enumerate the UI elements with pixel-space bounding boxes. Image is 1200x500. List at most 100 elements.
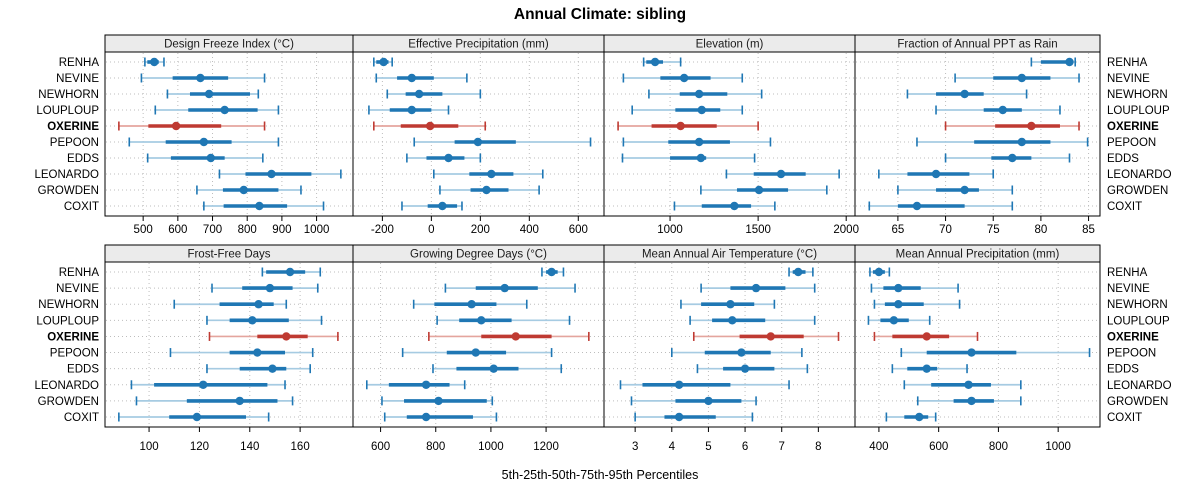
median-dot	[150, 57, 159, 67]
axis-tick-label: 400	[869, 441, 888, 453]
site-label-left-leonardo: LEONARDO	[34, 169, 99, 181]
percentile-row-nevine	[870, 283, 959, 293]
site-label-left-renha: RENHA	[59, 267, 100, 279]
percentile-row-newhorn	[166, 89, 260, 99]
percentile-row-leonardo	[130, 380, 286, 390]
site-label-left-coxit: COXIT	[64, 412, 99, 424]
percentile-row-nevine	[700, 283, 816, 293]
median-dot	[751, 283, 761, 293]
percentile-row-growden	[196, 185, 302, 195]
median-dot	[438, 201, 447, 211]
median-dot	[199, 137, 209, 147]
percentile-row-pepoon	[916, 137, 1089, 147]
site-label-right-coxit: COXIT	[1107, 412, 1142, 424]
median-dot	[434, 396, 443, 406]
median-dot	[511, 332, 520, 341]
percentile-row-growden	[135, 396, 294, 406]
percentile-row-growden	[630, 396, 757, 406]
median-dot	[894, 283, 903, 293]
median-dot	[737, 348, 746, 357]
site-label-right-pepoon: PEPOON	[1107, 348, 1156, 360]
median-dot	[874, 267, 884, 277]
panel-header-title: Effective Precipitation (mm)	[408, 39, 549, 51]
percentile-row-newhorn	[648, 89, 763, 99]
percentile-row-oxerine	[617, 121, 759, 131]
site-label-right-edds: EDDS	[1107, 153, 1139, 165]
percentile-row-newhorn	[680, 299, 776, 309]
median-dot	[196, 73, 205, 83]
percentile-row-newhorn	[906, 89, 1028, 99]
panel-header-title: Fraction of Annual PPT as Rain	[897, 39, 1057, 51]
site-label-left-newhorn: NEWHORN	[38, 89, 99, 101]
x-axis-title: 5th-25th-50th-75th-95th Percentiles	[501, 468, 699, 482]
median-dot	[254, 300, 263, 309]
percentile-row-louploup	[867, 315, 931, 325]
axis-tick-label: 70	[939, 224, 952, 236]
site-label-right-louploup: LOUPLOUP	[1107, 315, 1170, 327]
median-dot	[674, 380, 684, 389]
site-label-right-louploup: LOUPLOUP	[1107, 105, 1170, 117]
axis-tick-label: 500	[134, 224, 153, 236]
median-dot	[547, 267, 556, 277]
percentile-row-growden	[916, 396, 1022, 406]
median-dot	[425, 121, 435, 131]
median-dot	[267, 169, 276, 179]
panel-header-title: Frost-Free Days	[187, 249, 270, 261]
median-dot	[776, 169, 786, 179]
percentile-row-leonardo	[619, 380, 790, 390]
percentile-row-pepoon	[401, 348, 553, 358]
percentile-row-leonardo	[365, 380, 466, 390]
median-dot	[740, 364, 750, 373]
median-dot	[704, 396, 713, 406]
median-dot	[282, 332, 291, 341]
percentile-row-coxit	[868, 201, 1014, 211]
panel-frost-free-days: 100 120 140 160 Frost-Free Days	[104, 244, 354, 453]
site-label-right-newhorn: NEWHORN	[1107, 89, 1168, 101]
panel-mean-annual-air-temperature-c: 3 4 5 6 7 8 Mean Annual Air Temperature (°C)	[603, 244, 856, 453]
percentile-row-growden	[439, 185, 540, 195]
percentile-row-nevine	[375, 73, 468, 83]
percentile-row-newhorn	[873, 299, 961, 309]
panel-effective-precipitation-mm: -200 0 200 400 600 Effective Precipitation (m…	[352, 34, 605, 236]
panel-growing-degree-days-c: 600 800 1000 1200 Growing Degree Days (°C)	[352, 244, 605, 453]
median-dot	[967, 396, 976, 406]
percentile-row-coxit	[383, 412, 498, 422]
median-dot	[489, 364, 498, 373]
median-dot	[1017, 137, 1027, 147]
panel-header	[854, 244, 1101, 263]
median-dot	[204, 89, 214, 99]
percentile-row-leonardo	[878, 169, 995, 179]
percentile-row-newhorn	[173, 299, 288, 309]
site-label-left-edds: EDDS	[67, 364, 99, 376]
percentile-row-louploup	[689, 315, 816, 325]
median-dot	[198, 380, 208, 389]
median-dot	[471, 348, 480, 357]
median-dot	[960, 89, 969, 99]
percentile-row-growden	[381, 396, 494, 406]
median-dot	[894, 300, 903, 309]
median-dot	[730, 201, 739, 211]
axis-tick-label: 400	[520, 224, 539, 236]
percentile-row-leonardo	[218, 169, 342, 179]
axis-tick-label: 3	[632, 441, 638, 453]
panel-design-freeze-index-c: 500 600 700 800 900 1000 Design Freeze Index (…	[104, 34, 354, 236]
axis-tick-label: 800	[426, 441, 445, 453]
axis-tick-label: 1000	[478, 441, 504, 453]
axis-tick-label: 75	[987, 224, 1000, 236]
figure-title: Annual Climate: sibling	[513, 6, 687, 23]
percentile-row-louploup	[935, 105, 1061, 115]
axis-tick-label: 800	[989, 441, 1008, 453]
axis-tick-label: 200	[471, 224, 490, 236]
median-dot	[766, 332, 775, 341]
percentile-row-edds	[432, 364, 563, 374]
axis-tick-label: 85	[1082, 224, 1095, 236]
site-label-right-leonardo: LEONARDO	[1107, 169, 1172, 181]
site-label-left-louploup: LOUPLOUP	[36, 315, 99, 327]
median-dot	[1008, 153, 1017, 163]
median-dot	[285, 267, 295, 277]
median-dot	[728, 316, 737, 325]
site-label-right-coxit: COXIT	[1107, 201, 1142, 213]
site-label-left-growden: GROWDEN	[38, 185, 99, 197]
percentile-row-oxerine	[428, 331, 590, 341]
